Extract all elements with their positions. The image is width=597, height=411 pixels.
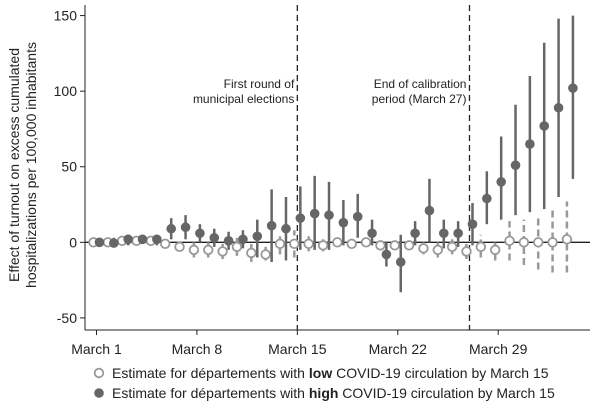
point bbox=[504, 235, 515, 247]
annotation: End of calibration bbox=[374, 77, 467, 91]
point bbox=[438, 228, 449, 239]
point bbox=[525, 139, 535, 149]
legend-label: Estimate for départements with low COVID… bbox=[112, 365, 549, 381]
x-tick-label: March 15 bbox=[268, 341, 327, 357]
point bbox=[295, 213, 306, 223]
point bbox=[418, 243, 429, 254]
point bbox=[446, 241, 458, 253]
point bbox=[352, 211, 363, 222]
point bbox=[152, 234, 162, 245]
point bbox=[281, 223, 291, 234]
point bbox=[453, 228, 463, 239]
point bbox=[510, 160, 521, 171]
y-tick-label: -50 bbox=[57, 310, 77, 326]
point bbox=[367, 228, 377, 239]
point bbox=[338, 217, 349, 228]
point bbox=[123, 234, 133, 245]
point bbox=[109, 238, 119, 248]
point bbox=[195, 228, 205, 239]
legend-text: COVID-19 circulation by March 15 bbox=[332, 365, 549, 381]
point bbox=[289, 238, 300, 250]
point bbox=[410, 228, 420, 239]
point bbox=[518, 237, 530, 248]
y-axis-label: Effect of turnout on excess cumulated ho… bbox=[6, 42, 39, 288]
point bbox=[482, 193, 492, 204]
point bbox=[467, 219, 478, 229]
legend-text: Estimate for départements with bbox=[112, 365, 309, 381]
point bbox=[231, 241, 243, 253]
point bbox=[174, 241, 185, 253]
x-tick-label: March 1 bbox=[71, 341, 122, 357]
point bbox=[209, 232, 220, 243]
point bbox=[553, 102, 564, 113]
point bbox=[94, 237, 105, 248]
point bbox=[346, 238, 357, 250]
point bbox=[252, 231, 263, 242]
annotation: municipal elections bbox=[193, 92, 294, 106]
point bbox=[160, 238, 171, 250]
point bbox=[260, 249, 271, 260]
x-tick-label: March 8 bbox=[172, 341, 223, 357]
point bbox=[389, 240, 400, 251]
annotation: period (March 27) bbox=[372, 92, 467, 106]
y-label-line: hospitalizations per 100,000 inhabitants bbox=[23, 42, 39, 288]
point bbox=[188, 244, 200, 256]
y-tick-label: 0 bbox=[69, 234, 77, 250]
point bbox=[238, 234, 248, 245]
point bbox=[432, 244, 443, 256]
legend-text: COVID-19 circulation by March 15 bbox=[338, 385, 555, 401]
y-tick-label: 100 bbox=[54, 83, 78, 99]
point bbox=[303, 238, 314, 250]
legend-marker bbox=[93, 367, 105, 379]
point bbox=[274, 238, 286, 250]
point bbox=[424, 205, 435, 216]
x-tick-label: March 22 bbox=[369, 341, 428, 357]
y-tick-label: 150 bbox=[54, 8, 78, 24]
legend-text: high bbox=[309, 385, 339, 401]
point bbox=[137, 234, 148, 245]
point bbox=[533, 237, 544, 248]
point bbox=[360, 237, 372, 248]
point bbox=[461, 246, 472, 257]
point bbox=[309, 208, 320, 219]
point bbox=[223, 236, 234, 246]
legend-marker bbox=[94, 388, 104, 398]
point bbox=[561, 234, 573, 245]
point bbox=[180, 222, 191, 233]
legend-text: Estimate for départements with bbox=[112, 385, 309, 401]
point bbox=[475, 241, 487, 253]
point bbox=[166, 223, 177, 234]
point bbox=[246, 247, 257, 259]
point bbox=[324, 210, 334, 220]
point bbox=[489, 244, 501, 256]
point bbox=[266, 220, 277, 231]
point bbox=[539, 121, 550, 131]
legend-label: Estimate for départements with high COVI… bbox=[112, 385, 555, 401]
y-tick-label: 50 bbox=[61, 159, 77, 175]
point bbox=[403, 240, 415, 251]
point bbox=[217, 246, 228, 257]
point bbox=[496, 177, 506, 187]
point bbox=[381, 249, 392, 260]
point bbox=[317, 240, 329, 251]
point bbox=[568, 83, 578, 93]
point bbox=[332, 237, 343, 248]
point bbox=[375, 240, 386, 251]
point bbox=[547, 237, 558, 248]
annotation: First round of bbox=[224, 77, 295, 91]
point bbox=[203, 244, 214, 256]
point bbox=[395, 257, 406, 267]
y-label-line: Effect of turnout on excess cumulated bbox=[6, 48, 22, 282]
legend-text: low bbox=[309, 365, 332, 381]
x-tick-label: March 29 bbox=[469, 341, 528, 357]
